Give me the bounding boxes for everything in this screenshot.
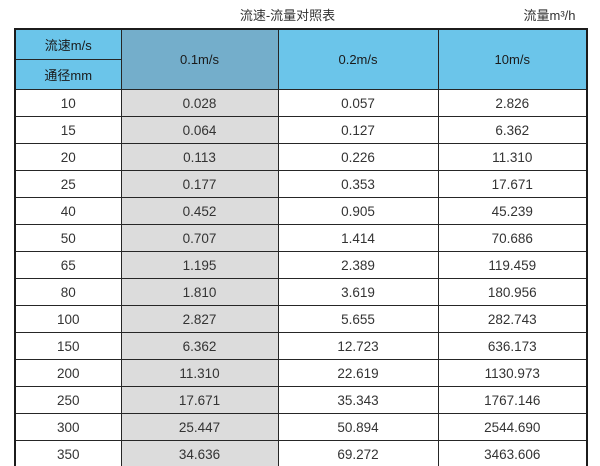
table-row: 80 1.810 3.619 180.956 (14, 278, 588, 306)
diameter-cell: 20 (14, 143, 122, 171)
flow-value-cell: 2.827 (120, 305, 279, 333)
flow-value-cell: 119.459 (437, 251, 588, 279)
flow-value-cell: 3463.606 (437, 440, 588, 466)
caption-row: 流速-流量对照表 流量m³/h (0, 0, 600, 28)
flow-value-cell: 25.447 (120, 413, 279, 441)
flow-value-cell: 35.343 (277, 386, 439, 414)
diameter-cell: 150 (14, 332, 122, 360)
table-row: 50 0.707 1.414 70.686 (14, 224, 588, 252)
diameter-cell: 10 (14, 89, 122, 117)
flow-value-cell: 180.956 (437, 278, 588, 306)
table-row: 100 2.827 5.655 282.743 (14, 305, 588, 333)
flow-value-cell: 6.362 (437, 116, 588, 144)
flow-value-cell: 50.894 (277, 413, 439, 441)
flow-value-cell: 1767.146 (437, 386, 588, 414)
diameter-cell: 50 (14, 224, 122, 252)
flow-value-cell: 636.173 (437, 332, 588, 360)
flow-value-cell: 0.226 (277, 143, 439, 171)
diameter-cell: 100 (14, 305, 122, 333)
flow-value-cell: 2.389 (277, 251, 439, 279)
table-row: 20 0.113 0.226 11.310 (14, 143, 588, 171)
flow-value-cell: 1.810 (120, 278, 279, 306)
flow-value-cell: 0.905 (277, 197, 439, 225)
diameter-cell: 15 (14, 116, 122, 144)
corner-diameter-label: 通径mm (14, 59, 122, 90)
flow-value-cell: 11.310 (437, 143, 588, 171)
flow-unit-label: 流量m³/h (523, 7, 576, 23)
diameter-cell: 350 (14, 440, 122, 466)
flow-value-cell: 0.707 (120, 224, 279, 252)
flow-value-cell: 0.064 (120, 116, 279, 144)
flow-value-cell: 0.127 (277, 116, 439, 144)
flow-value-cell: 17.671 (437, 170, 588, 198)
table-row: 150 6.362 12.723 636.173 (14, 332, 588, 360)
flow-value-cell: 2.826 (437, 89, 588, 117)
flow-value-cell: 11.310 (120, 359, 279, 387)
table-row: 65 1.195 2.389 119.459 (14, 251, 588, 279)
flow-rate-table: 流速m/s 0.1m/s 0.2m/s 10m/s 通径mm 10 0.028 0.… (14, 28, 588, 466)
flow-value-cell: 70.686 (437, 224, 588, 252)
diameter-cell: 250 (14, 386, 122, 414)
flow-value-cell: 1130.973 (437, 359, 588, 387)
diameter-cell: 200 (14, 359, 122, 387)
table-body: 10 0.028 0.057 2.826 15 0.064 0.127 6.362 20 0.11… (14, 89, 588, 466)
table-row: 15 0.064 0.127 6.362 (14, 116, 588, 144)
column-header-0.2ms: 0.2m/s (277, 28, 439, 90)
flow-value-cell: 34.636 (120, 440, 279, 466)
flow-value-cell: 282.743 (437, 305, 588, 333)
diameter-cell: 25 (14, 170, 122, 198)
table-row: 250 17.671 35.343 1767.146 (14, 386, 588, 414)
column-header-0.1ms: 0.1m/s (120, 28, 279, 90)
flow-value-cell: 0.028 (120, 89, 279, 117)
table-title: 流速-流量对照表 (239, 7, 336, 23)
flow-value-cell: 69.272 (277, 440, 439, 466)
flow-value-cell: 45.239 (437, 197, 588, 225)
column-header-10ms: 10m/s (437, 28, 588, 90)
flow-value-cell: 2544.690 (437, 413, 588, 441)
diameter-cell: 300 (14, 413, 122, 441)
flow-value-cell: 5.655 (277, 305, 439, 333)
flow-value-cell: 0.353 (277, 170, 439, 198)
table-row: 40 0.452 0.905 45.239 (14, 197, 588, 225)
diameter-cell: 80 (14, 278, 122, 306)
table-row: 10 0.028 0.057 2.826 (14, 89, 588, 117)
flow-value-cell: 0.452 (120, 197, 279, 225)
flow-value-cell: 12.723 (277, 332, 439, 360)
table-header: 流速m/s 0.1m/s 0.2m/s 10m/s 通径mm (14, 28, 588, 90)
flow-value-cell: 6.362 (120, 332, 279, 360)
corner-velocity-label: 流速m/s (14, 28, 122, 60)
flow-value-cell: 1.195 (120, 251, 279, 279)
diameter-cell: 65 (14, 251, 122, 279)
flow-value-cell: 3.619 (277, 278, 439, 306)
flow-value-cell: 1.414 (277, 224, 439, 252)
table-row: 25 0.177 0.353 17.671 (14, 170, 588, 198)
flow-value-cell: 17.671 (120, 386, 279, 414)
table-row: 200 11.310 22.619 1130.973 (14, 359, 588, 387)
flow-value-cell: 0.057 (277, 89, 439, 117)
flow-value-cell: 0.177 (120, 170, 279, 198)
table-row: 350 34.636 69.272 3463.606 (14, 440, 588, 466)
diameter-cell: 40 (14, 197, 122, 225)
table-row: 300 25.447 50.894 2544.690 (14, 413, 588, 441)
flow-value-cell: 0.113 (120, 143, 279, 171)
flow-value-cell: 22.619 (277, 359, 439, 387)
